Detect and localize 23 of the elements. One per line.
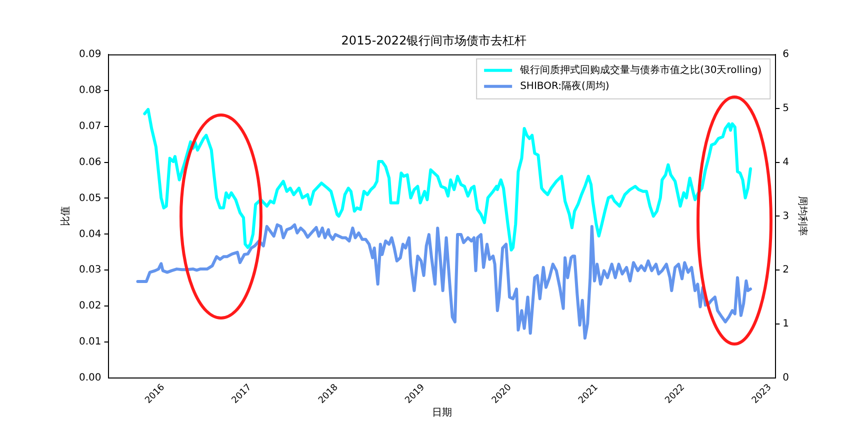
legend-label: 银行间质押式回购成交量与债券市值之比(30天rolling)	[519, 64, 762, 76]
legend-label: SHIBOR:隔夜(周均)	[520, 80, 610, 92]
chart-title: 2015-2022银行间市场债市去杠杆	[341, 33, 527, 48]
y-axis-title: 比值	[60, 206, 72, 226]
y2-tick-label: 4	[782, 156, 790, 168]
y-tick-label: 0.02	[79, 300, 102, 312]
y2-axis-title: 周均利率	[796, 196, 808, 236]
y2-tick-label: 5	[782, 102, 790, 114]
y2-tick-label: 0	[782, 372, 790, 384]
y-tick-label: 0.00	[79, 372, 102, 384]
y-tick-label: 0.09	[79, 48, 102, 60]
y-tick-label: 0.08	[79, 84, 102, 96]
y-tick-label: 0.01	[79, 336, 102, 348]
y-tick-label: 0.03	[79, 264, 102, 276]
y2-tick-label: 6	[782, 48, 790, 60]
y2-tick-label: 2	[782, 264, 790, 276]
y-tick-label: 0.06	[79, 156, 102, 168]
y-tick-label: 0.04	[79, 228, 102, 240]
y2-tick-label: 1	[782, 318, 790, 330]
x-axis-title: 日期	[432, 406, 452, 419]
y2-tick-label: 3	[782, 210, 790, 222]
y-tick-label: 0.07	[79, 120, 102, 132]
y-tick-label: 0.05	[79, 192, 102, 204]
